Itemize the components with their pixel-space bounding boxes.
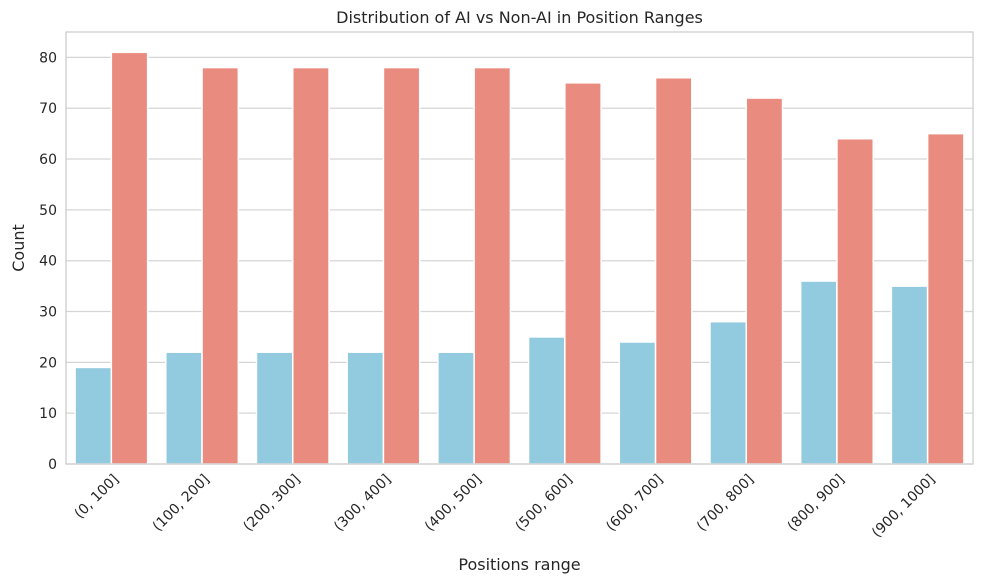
x-tick-label: (0, 100] (72, 472, 123, 523)
bar (836, 137, 874, 465)
bar (437, 351, 475, 465)
x-axis-label: Positions range (458, 555, 580, 574)
bar (346, 351, 385, 465)
bar (110, 51, 149, 465)
y-tick-label: 60 (39, 152, 57, 168)
plot-frame (65, 31, 974, 465)
x-tick-label: (800, 900] (785, 472, 848, 535)
bar (890, 285, 929, 465)
x-tick-label: (500, 600] (513, 472, 576, 535)
bar (745, 97, 784, 465)
y-tick-labels: 0 10 20 30 40 50 60 70 80 (39, 50, 57, 473)
x-tick-label: (300, 400] (331, 472, 394, 535)
bar (74, 366, 113, 465)
bar (292, 66, 330, 465)
bar (799, 280, 838, 465)
y-tick-label: 20 (39, 355, 57, 371)
y-tick-label: 10 (39, 406, 57, 422)
x-tick-label: (200, 300] (240, 472, 303, 535)
chart-title: Distribution of AI vs Non-AI in Position… (336, 8, 703, 27)
bar (201, 66, 240, 465)
bar (926, 132, 965, 465)
y-axis-label: Count (9, 224, 28, 272)
bar (382, 66, 421, 465)
y-tick-label: 50 (39, 203, 57, 219)
bars (74, 51, 965, 465)
bar (654, 76, 693, 465)
x-tick-label: (700, 800] (694, 472, 757, 535)
x-tick-label: (400, 500] (422, 472, 485, 535)
y-tick-label: 80 (39, 50, 57, 66)
y-tick-label: 30 (39, 305, 57, 321)
x-tick-label: (100, 200] (150, 472, 213, 535)
bar (255, 351, 294, 465)
x-tick-label: (900, 1000] (869, 472, 938, 541)
bar (564, 82, 602, 465)
y-tick-label: 40 (39, 254, 57, 270)
bar (527, 336, 566, 465)
bar (709, 320, 747, 465)
bar (618, 341, 657, 465)
bar (165, 351, 203, 465)
x-tick-label: (600, 700] (603, 472, 666, 535)
y-tick-label: 0 (48, 457, 57, 473)
x-tick-labels: (0, 100] (100, 200] (200, 300] (300, 400] (4… (72, 472, 939, 541)
y-tick-label: 70 (39, 101, 57, 117)
bar (473, 66, 512, 465)
